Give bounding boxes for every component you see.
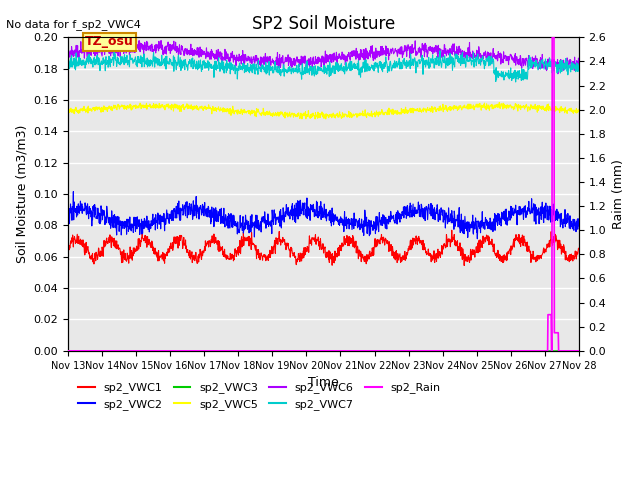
sp2_VWC6 — [95, 37, 102, 43]
Text: TZ_osu: TZ_osu — [85, 35, 134, 48]
sp2_VWC1 — [403, 251, 410, 256]
sp2_VWC6 — [554, 71, 562, 77]
sp2_VWC1 — [165, 246, 173, 252]
sp2_Rain — [515, 348, 522, 354]
Legend: sp2_VWC1, sp2_VWC2, sp2_VWC3, sp2_VWC5, sp2_VWC6, sp2_VWC7, sp2_Rain: sp2_VWC1, sp2_VWC2, sp2_VWC3, sp2_VWC5, … — [74, 378, 445, 414]
Line: sp2_VWC6: sp2_VWC6 — [68, 40, 579, 74]
sp2_VWC2 — [70, 189, 77, 194]
sp2_VWC7 — [470, 50, 477, 56]
sp2_VWC3 — [515, 348, 522, 354]
sp2_VWC5 — [165, 104, 173, 110]
sp2_VWC5 — [403, 109, 410, 115]
sp2_VWC1 — [448, 228, 456, 233]
sp2_VWC1 — [178, 233, 186, 239]
sp2_VWC5 — [64, 108, 72, 114]
Line: sp2_VWC5: sp2_VWC5 — [68, 102, 579, 119]
sp2_VWC7 — [436, 48, 444, 54]
sp2_VWC7 — [235, 68, 243, 73]
sp2_VWC3 — [235, 348, 243, 354]
X-axis label: Time: Time — [308, 376, 339, 389]
sp2_VWC5 — [178, 103, 186, 108]
sp2_VWC5 — [575, 107, 582, 112]
sp2_VWC3 — [178, 348, 186, 354]
sp2_VWC7 — [515, 73, 523, 79]
sp2_VWC2 — [178, 206, 186, 212]
sp2_Rain — [575, 348, 582, 354]
sp2_Rain — [178, 348, 186, 354]
sp2_VWC1 — [64, 243, 72, 249]
sp2_VWC5 — [515, 105, 523, 110]
sp2_Rain — [165, 348, 173, 354]
sp2_Rain — [548, 35, 556, 40]
Text: No data for f_sp2_VWC4: No data for f_sp2_VWC4 — [6, 19, 141, 30]
Y-axis label: Raim (mm): Raim (mm) — [612, 159, 625, 229]
sp2_VWC2 — [470, 231, 477, 237]
sp2_VWC1 — [460, 263, 468, 268]
sp2_VWC3 — [403, 348, 410, 354]
Title: SP2 Soil Moisture: SP2 Soil Moisture — [252, 15, 395, 33]
sp2_VWC5 — [495, 99, 503, 105]
sp2_VWC7 — [178, 57, 186, 63]
Line: sp2_VWC2: sp2_VWC2 — [68, 192, 579, 239]
sp2_Rain — [469, 348, 477, 354]
sp2_Rain — [235, 348, 243, 354]
sp2_VWC1 — [575, 246, 582, 252]
sp2_VWC3 — [64, 348, 72, 354]
sp2_VWC6 — [64, 50, 72, 56]
sp2_VWC3 — [575, 348, 582, 354]
sp2_VWC6 — [236, 51, 243, 57]
sp2_VWC7 — [575, 67, 582, 72]
sp2_VWC1 — [235, 244, 243, 250]
sp2_VWC3 — [165, 348, 173, 354]
sp2_VWC6 — [178, 47, 186, 52]
sp2_VWC1 — [470, 247, 477, 252]
sp2_VWC6 — [575, 65, 582, 71]
sp2_VWC5 — [322, 116, 330, 122]
sp2_VWC6 — [515, 57, 522, 62]
sp2_VWC2 — [515, 209, 523, 215]
sp2_VWC7 — [165, 61, 173, 67]
sp2_VWC6 — [403, 54, 410, 60]
sp2_VWC3 — [469, 348, 477, 354]
sp2_VWC5 — [470, 102, 477, 108]
Y-axis label: Soil Moisture (m3/m3): Soil Moisture (m3/m3) — [15, 125, 28, 263]
sp2_VWC2 — [575, 223, 582, 228]
Line: sp2_Rain: sp2_Rain — [68, 37, 579, 351]
sp2_VWC2 — [166, 214, 173, 220]
sp2_VWC6 — [166, 46, 173, 52]
sp2_VWC5 — [235, 108, 243, 114]
sp2_Rain — [403, 348, 410, 354]
sp2_VWC2 — [236, 230, 243, 236]
Line: sp2_VWC7: sp2_VWC7 — [68, 51, 579, 82]
sp2_Rain — [64, 348, 72, 354]
sp2_VWC2 — [64, 219, 72, 225]
Line: sp2_VWC1: sp2_VWC1 — [68, 230, 579, 265]
sp2_VWC6 — [470, 50, 477, 56]
sp2_VWC1 — [515, 239, 523, 245]
sp2_VWC2 — [474, 236, 481, 241]
sp2_VWC7 — [403, 65, 410, 71]
sp2_VWC7 — [512, 79, 520, 85]
sp2_VWC2 — [403, 213, 410, 219]
sp2_VWC7 — [64, 60, 72, 66]
